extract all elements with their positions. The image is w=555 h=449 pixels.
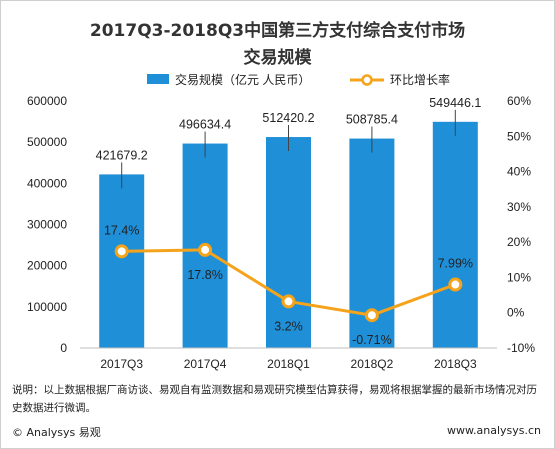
- footer-copyright: © Analysys 易观: [12, 426, 101, 439]
- x-tick-label: 2017Q4: [184, 357, 227, 371]
- growth-marker-2017Q4: [198, 242, 213, 257]
- footer-website: www.analysys.cn: [447, 424, 541, 437]
- chart-note: 说明：以上数据根据厂商访谈、易观自有监测数据和易观研究模型估算获得，易观将根据掌…: [12, 384, 537, 414]
- chart-title-line2: 交易规模: [243, 48, 312, 68]
- y-right-tick-label: 10%: [507, 270, 531, 284]
- y-left-tick-label: 200000: [27, 259, 67, 273]
- legend-swatch-marker: [361, 74, 373, 86]
- bar-value-label: 549446.1: [429, 96, 481, 110]
- legend-label-bar: 交易规模（亿元 人民币）: [175, 72, 310, 87]
- growth-value-label: 17.4%: [104, 223, 139, 237]
- growth-marker-2018Q1: [281, 294, 296, 309]
- y-right-tick-label: 30%: [507, 200, 531, 214]
- y-left-tick-label: 0: [60, 341, 67, 355]
- bar-value-label: 508785.4: [346, 113, 398, 127]
- bar-2018Q1: [266, 137, 311, 348]
- y-right-tick-label: 40%: [507, 165, 531, 179]
- legend-label-line: 环比增长率: [390, 72, 450, 87]
- y-right-tick-label: 20%: [507, 235, 531, 249]
- growth-value-label: 3.2%: [274, 319, 303, 333]
- bar-value-label: 512420.2: [262, 111, 314, 125]
- y-left-tick-label: 600000: [27, 94, 67, 108]
- growth-value-label: 17.8%: [187, 268, 222, 282]
- y-right-tick-label: 60%: [507, 94, 531, 108]
- y-right-tick-label: -10%: [507, 341, 535, 355]
- bar-2018Q3: [432, 121, 478, 348]
- x-tick-label: 2018Q2: [351, 357, 394, 371]
- y-left-tick-label: 500000: [27, 135, 67, 149]
- growth-value-label: 7.99%: [438, 257, 473, 271]
- growth-marker-2018Q3: [448, 277, 463, 292]
- y-left-tick-label: 400000: [27, 176, 67, 190]
- y-left-tick-label: 300000: [27, 218, 67, 232]
- bar-value-label: 496634.4: [179, 118, 231, 132]
- x-tick-label: 2017Q3: [100, 357, 143, 371]
- bar-2017Q3: [99, 174, 145, 348]
- chart-title-line1: 2017Q3-2018Q3中国第三方支付综合支付市场: [89, 21, 466, 41]
- y-left-tick-label: 100000: [27, 300, 67, 314]
- bar-value-label: 421679.2: [96, 148, 148, 162]
- growth-marker-2018Q2: [364, 308, 379, 323]
- y-right-tick-label: 50%: [507, 129, 531, 143]
- growth-marker-2017Q3: [114, 244, 129, 259]
- x-tick-label: 2018Q3: [434, 357, 477, 371]
- x-tick-label: 2018Q1: [267, 357, 310, 371]
- growth-value-label: -0.71%: [352, 333, 392, 347]
- legend-swatch-bar: [147, 74, 169, 84]
- y-right-tick-label: 0%: [507, 306, 525, 320]
